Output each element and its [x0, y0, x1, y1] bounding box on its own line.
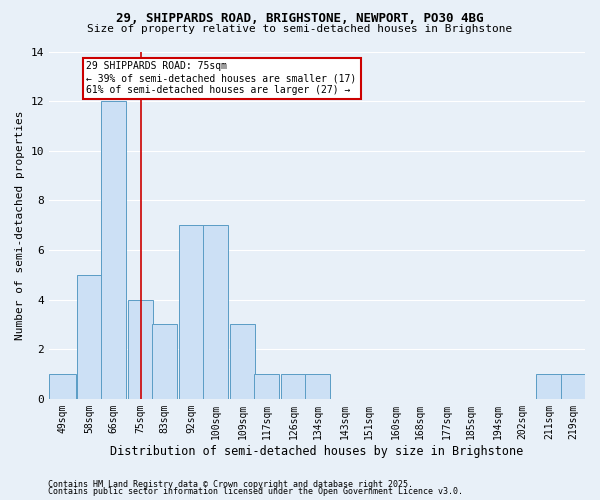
Text: Size of property relative to semi-detached houses in Brighstone: Size of property relative to semi-detach…: [88, 24, 512, 34]
Bar: [101, 101, 126, 399]
Text: 29 SHIPPARDS ROAD: 75sqm
← 39% of semi-detached houses are smaller (17)
61% of s: 29 SHIPPARDS ROAD: 75sqm ← 39% of semi-d…: [86, 62, 357, 94]
Text: Contains HM Land Registry data © Crown copyright and database right 2025.: Contains HM Land Registry data © Crown c…: [48, 480, 413, 489]
X-axis label: Distribution of semi-detached houses by size in Brighstone: Distribution of semi-detached houses by …: [110, 444, 524, 458]
Bar: [49, 374, 76, 399]
Bar: [561, 374, 585, 399]
Bar: [203, 225, 229, 399]
Bar: [152, 324, 178, 399]
Bar: [128, 300, 153, 399]
Bar: [305, 374, 331, 399]
Bar: [254, 374, 280, 399]
Bar: [77, 275, 102, 399]
Bar: [281, 374, 307, 399]
Bar: [230, 324, 256, 399]
Bar: [536, 374, 562, 399]
Text: Contains public sector information licensed under the Open Government Licence v3: Contains public sector information licen…: [48, 487, 463, 496]
Y-axis label: Number of semi-detached properties: Number of semi-detached properties: [15, 110, 25, 340]
Text: 29, SHIPPARDS ROAD, BRIGHSTONE, NEWPORT, PO30 4BG: 29, SHIPPARDS ROAD, BRIGHSTONE, NEWPORT,…: [116, 12, 484, 26]
Bar: [179, 225, 205, 399]
